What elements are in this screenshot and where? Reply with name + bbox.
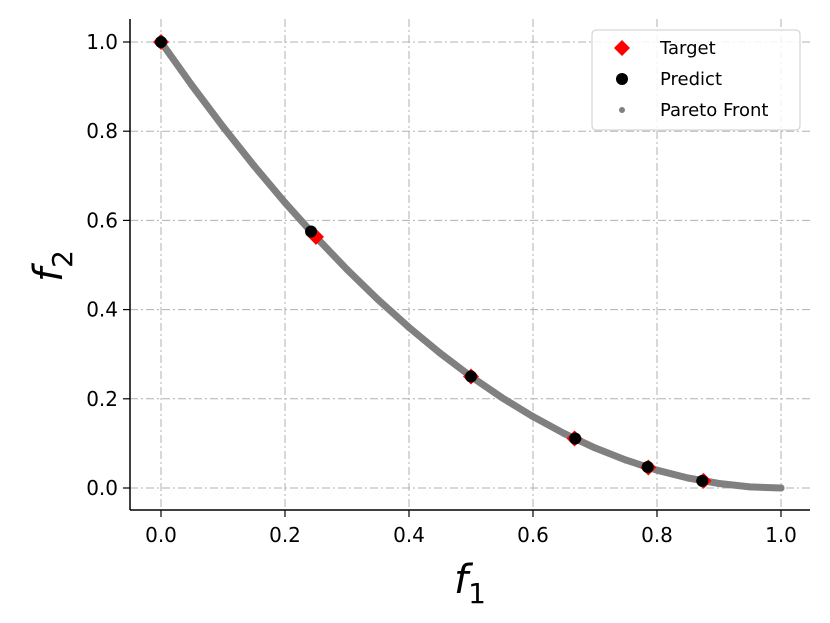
predict-point	[155, 36, 167, 48]
predict-point	[569, 432, 582, 445]
y-tick-label: 0.6	[86, 208, 118, 232]
x-axis-label: f1	[454, 557, 486, 610]
pareto-front-point	[188, 81, 196, 89]
legend-box	[591, 29, 801, 131]
y-tick-label: 0.0	[86, 476, 118, 500]
legend-label: Target	[659, 38, 716, 59]
pareto-front-point	[498, 394, 506, 402]
legend: Target Predict Pareto Front	[591, 29, 801, 131]
pareto-front-point	[777, 484, 785, 492]
x-tick-label: 0.0	[145, 523, 177, 547]
legend-label: Pareto Front	[660, 100, 768, 121]
predict-point	[305, 225, 318, 238]
pareto-front-point	[560, 429, 568, 437]
ticks: 0.0 0.2 0.4 0.6 0.8 1.0 0.0 0.2 0.4 0.6 0.8 1.0	[86, 30, 797, 547]
pareto-front-point	[591, 444, 599, 452]
x-tick-label: 0.6	[517, 523, 549, 547]
y-axis-label: f2	[26, 250, 79, 282]
x-tick-label: 1.0	[765, 523, 797, 547]
axes	[129, 19, 810, 511]
pareto-front-point	[405, 323, 413, 331]
y-tick-label: 1.0	[86, 30, 118, 54]
predict-point	[465, 370, 477, 383]
y-tick-label: 0.8	[86, 119, 118, 143]
legend-target-marker	[614, 40, 630, 56]
x-tick-label: 0.2	[269, 523, 301, 547]
pareto-front-point	[529, 413, 537, 421]
pareto-front-point	[374, 296, 382, 304]
pareto-front-point	[250, 162, 258, 170]
x-tick-label: 0.4	[393, 523, 425, 547]
pareto-front-point	[436, 349, 444, 357]
legend-label: Predict	[660, 69, 722, 90]
pareto-front-point	[343, 265, 351, 273]
pareto-front-point	[684, 474, 692, 482]
predict-series	[155, 36, 709, 487]
pareto-front-point	[281, 199, 289, 207]
y-tick-label: 0.2	[86, 387, 118, 411]
y-tick-label: 0.4	[86, 298, 118, 322]
x-tick-label: 0.8	[641, 523, 673, 547]
pareto-front-point	[219, 123, 227, 131]
predict-point	[641, 461, 654, 474]
predict-point	[696, 474, 709, 487]
legend-predict-marker	[616, 73, 628, 85]
pareto-front-point	[715, 480, 723, 488]
pareto-front-point	[622, 456, 630, 464]
legend-front-marker	[619, 107, 625, 113]
pareto-front-point	[746, 483, 754, 491]
